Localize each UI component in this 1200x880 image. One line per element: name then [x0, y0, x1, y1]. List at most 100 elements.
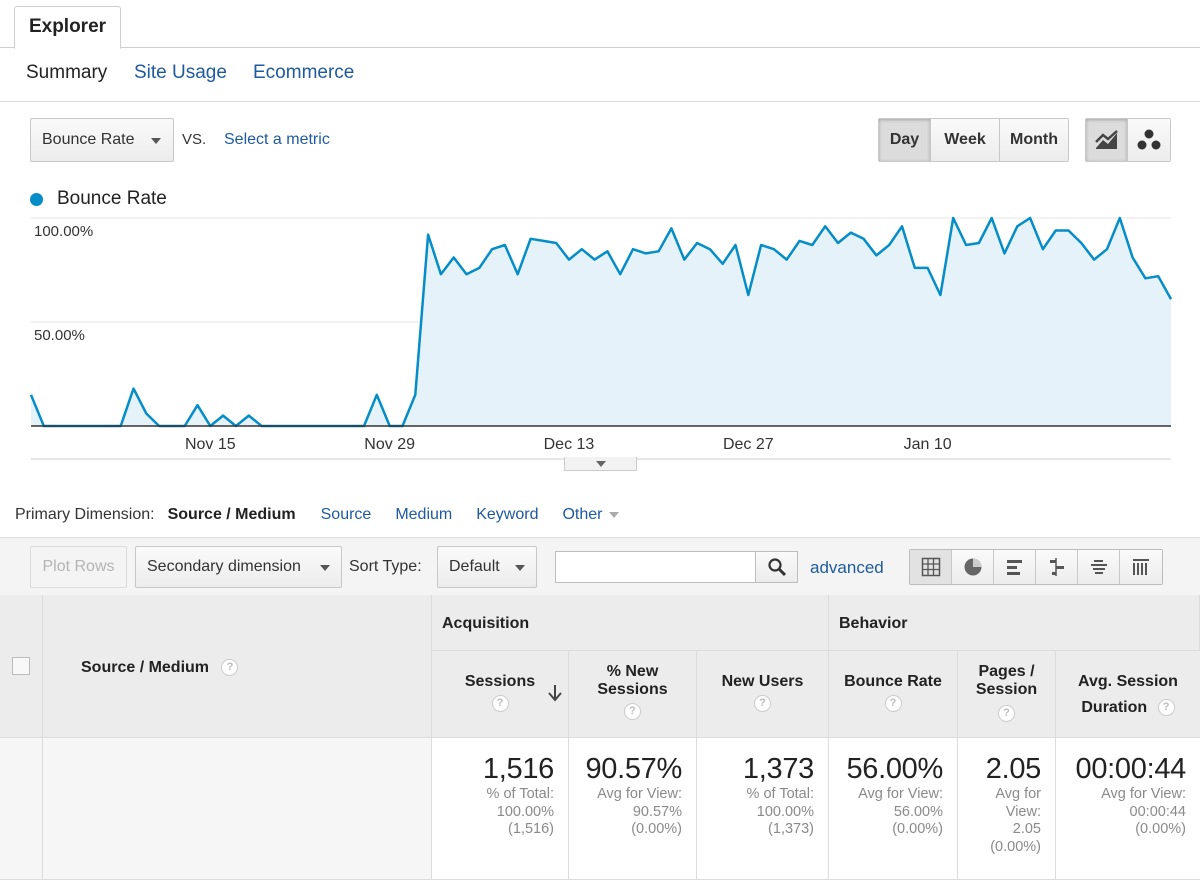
dimension-source-medium: Source / Medium [167, 506, 296, 523]
sort-type-label: Sort Type: [349, 558, 422, 575]
help-icon[interactable]: ? [1157, 699, 1175, 717]
col-header-new-sessions-line2: Sessions [597, 681, 668, 698]
col-header-new-users-label: New Users [721, 673, 804, 690]
dimension-other[interactable]: Other [562, 506, 619, 524]
advanced-filter-link[interactable]: advanced [810, 558, 884, 577]
line-chart-button[interactable] [1086, 119, 1128, 161]
behavior-group-title: Behavior [839, 615, 908, 632]
totals-bounce-rate-cell: 56.00% Avg for View: 56.00% (0.00%) [829, 738, 958, 880]
subtab-summary[interactable]: Summary [26, 62, 108, 83]
y-tick-label: 50.00% [34, 327, 85, 344]
totals-pages-session-sub-1: Avg for [995, 786, 1041, 802]
metric-dropdown[interactable]: Bounce Rate [30, 118, 174, 162]
plot-rows-button[interactable]: Plot Rows [30, 546, 127, 588]
pie-view-icon [964, 558, 981, 576]
performance-view-button[interactable] [994, 550, 1036, 584]
acquisition-group-title: Acquisition [442, 615, 530, 632]
col-header-new-sessions[interactable]: % New Sessions ? [569, 651, 697, 738]
bounce-rate-area [31, 218, 1171, 426]
motion-chart-icon [1137, 129, 1161, 150]
chevron-down-icon [608, 512, 619, 518]
legend-dot-icon [30, 192, 43, 206]
sort-type-dropdown[interactable]: Default [437, 546, 537, 588]
chart-legend: Bounce Rate [30, 188, 167, 210]
secondary-dimension-dropdown[interactable]: Secondary dimension [135, 546, 342, 588]
totals-new-sessions-sub-2: 90.57% [632, 803, 682, 820]
chevron-down-icon [595, 460, 606, 467]
table-view-button[interactable] [910, 550, 952, 584]
totals-duration-sub-1: Avg for View: [1101, 786, 1186, 802]
chart-collapse-handle[interactable] [564, 457, 637, 471]
col-header-bounce-rate[interactable]: Bounce Rate ? [829, 651, 958, 738]
x-tick-label: Nov 15 [185, 436, 236, 453]
search-button[interactable] [755, 551, 798, 583]
col-header-sessions[interactable]: Sessions ? [432, 651, 569, 738]
totals-new-users-sub-1: % of Total: [746, 786, 814, 802]
totals-bounce-rate-value: 56.00% [846, 753, 943, 785]
x-tick-label: Dec 13 [544, 436, 595, 453]
subtab-site-usage[interactable]: Site Usage [134, 62, 227, 83]
col-header-new-users[interactable]: New Users ? [697, 651, 829, 738]
totals-sessions-cell: 1,516 % of Total: 100.00% (1,516) [432, 738, 569, 880]
help-icon[interactable]: ? [754, 695, 771, 713]
sort-type-value: Default [449, 558, 500, 575]
pivot-view-icon [1133, 559, 1149, 575]
totals-bounce-rate-sub-1: Avg for View: [858, 786, 943, 802]
col-header-avg-session-duration[interactable]: Avg. Session Duration ? [1056, 651, 1200, 738]
report-table: Source / Medium ? Acquisition Behavior S… [0, 595, 1200, 880]
totals-bounce-rate-sub-2: 56.00% [893, 803, 943, 820]
totals-new-sessions-cell: 90.57% Avg for View: 90.57% (0.00%) [569, 738, 697, 880]
dimension-keyword[interactable]: Keyword [476, 506, 539, 523]
behavior-group-header: Behavior [829, 595, 1200, 651]
legend-label: Bounce Rate [57, 188, 167, 209]
pie-view-button[interactable] [952, 550, 994, 584]
totals-sessions-sub-1: % of Total: [486, 786, 554, 802]
pivot-view-button[interactable] [1120, 550, 1162, 584]
totals-duration-value: 00:00:44 [1075, 753, 1187, 785]
totals-sessions-value: 1,516 [482, 753, 554, 785]
col-header-sessions-label: Sessions [464, 673, 536, 690]
bounce-rate-line [29, 216, 1173, 428]
help-icon[interactable]: ? [998, 705, 1015, 723]
comparison-view-icon [1049, 558, 1064, 576]
totals-pages-session-sub-4: (0.00%) [990, 838, 1041, 855]
comparison-view-button[interactable] [1036, 550, 1078, 584]
dimension-other-label: Other [562, 506, 603, 523]
bounce-rate-chart: 100.00% 50.00% Nov 15 Nov 29 Dec 13 Dec 27 Jan… [29, 216, 1173, 460]
help-icon[interactable]: ? [221, 659, 239, 677]
help-icon[interactable]: ? [884, 695, 902, 713]
week-button[interactable]: Week [931, 119, 1000, 161]
term-cloud-view-button[interactable] [1078, 550, 1120, 584]
month-button[interactable]: Month [1000, 119, 1068, 161]
x-tick-label: Dec 27 [723, 436, 774, 453]
day-button[interactable]: Day [879, 119, 931, 161]
select-metric-link[interactable]: Select a metric [224, 131, 330, 148]
search-icon [767, 558, 786, 577]
subtab-ecommerce[interactable]: Ecommerce [253, 62, 355, 83]
dimension-source[interactable]: Source [320, 506, 372, 523]
x-tick-label: Nov 29 [364, 436, 415, 453]
help-icon[interactable]: ? [491, 695, 509, 713]
totals-sessions-sub-2: 100.00% [496, 803, 554, 820]
period-toggle: Day Week Month [878, 118, 1069, 162]
dimension-medium[interactable]: Medium [395, 506, 453, 523]
dimension-header[interactable]: Source / Medium ? [81, 659, 239, 677]
dimension-header-label: Source / Medium [81, 659, 210, 676]
col-header-duration-line2: Duration [1081, 699, 1148, 716]
chevron-down-icon [151, 138, 161, 144]
tab-explorer[interactable]: Explorer [14, 6, 121, 49]
select-all-checkbox[interactable] [12, 657, 30, 675]
totals-new-sessions-sub-3: (0.00%) [631, 821, 682, 837]
totals-new-sessions-value: 90.57% [585, 753, 682, 785]
motion-chart-button[interactable] [1128, 119, 1170, 161]
help-icon[interactable]: ? [624, 703, 641, 721]
totals-new-sessions-sub-1: Avg for View: [597, 786, 682, 802]
totals-spacer [0, 738, 43, 880]
totals-pages-session-sub-3: 2.05 [1012, 821, 1041, 837]
totals-duration-sub-3: (0.00%) [1135, 821, 1186, 837]
col-header-pages-session[interactable]: Pages / Session ? [958, 651, 1056, 738]
table-search-input[interactable] [555, 551, 756, 583]
col-header-pages-session-line1: Pages / [978, 663, 1035, 680]
vs-label: VS. [182, 131, 207, 148]
col-header-duration-line1: Avg. Session [1078, 673, 1178, 690]
